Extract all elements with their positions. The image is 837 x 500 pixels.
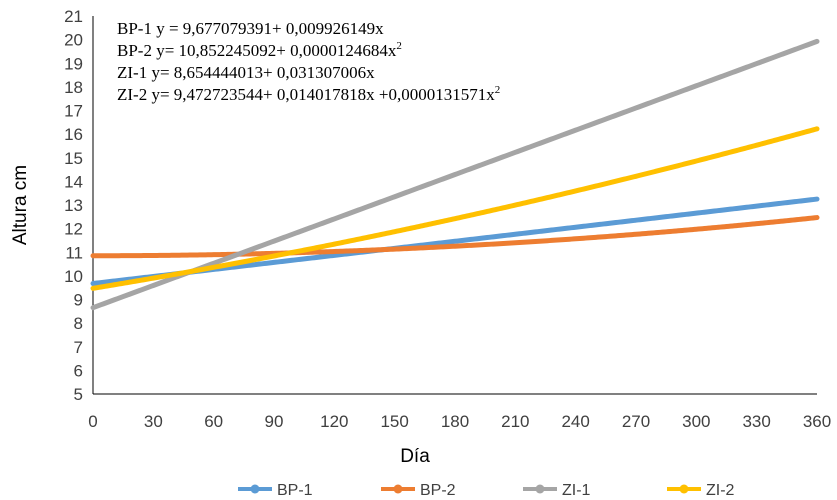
legend-item-zi-2: ZI-2 [667, 482, 735, 499]
y-tick-label: 15 [64, 149, 83, 168]
x-axis-title: Día [400, 446, 430, 467]
x-tick-label: 240 [561, 412, 589, 431]
x-tick-label: 60 [204, 412, 223, 431]
x-tick-label: 360 [803, 412, 831, 431]
legend-marker [393, 484, 403, 494]
equation-text: ZI-1 y= 8,654444013+ 0,031307006x [117, 63, 375, 82]
equation-text: BP-2 y= 10,852245092+ 0,0000124684x [117, 41, 397, 60]
x-tick-label: 180 [441, 412, 469, 431]
y-tick-label: 11 [65, 243, 83, 262]
y-tick-label: 6 [74, 361, 83, 380]
x-tick-label: 300 [682, 412, 710, 431]
equation-text: ZI-2 y= 9,472723544+ 0,014017818x +0,000… [117, 85, 495, 104]
y-tick-label: 13 [64, 196, 83, 215]
legend-item-zi-1: ZI-1 [523, 482, 591, 499]
series-line-zi-2 [90, 126, 820, 291]
x-tick-label: 0 [88, 412, 97, 431]
y-axis-title: Altura cm [10, 165, 31, 245]
equation-superscript: 2 [495, 84, 501, 96]
y-tick-label: 19 [64, 54, 83, 73]
y-tick-label: 17 [64, 102, 83, 121]
legend-item-bp-2: BP-2 [381, 482, 456, 499]
legend-marker [679, 484, 689, 494]
series-line-zi-1 [90, 38, 820, 311]
y-tick-label: 16 [64, 125, 83, 144]
y-tick-label: 8 [74, 314, 83, 333]
y-tick-label: 7 [74, 338, 83, 357]
y-tick-labels: 5 6 7 8 9 10 11 12 13 14 15 16 17 18 19 20 21 [64, 7, 83, 404]
legend-marker [250, 484, 260, 494]
equation-text: BP-1 y = 9,677079391+ 0,009926149x [117, 19, 384, 38]
y-tick-label: 21 [64, 7, 83, 26]
y-tick-label: 14 [64, 172, 83, 191]
y-tick-label: 18 [64, 78, 83, 97]
equation-line: BP-1 y = 9,677079391+ 0,009926149x [117, 19, 384, 38]
y-tick-label: 20 [64, 31, 83, 50]
y-tick-label: 9 [74, 291, 83, 310]
equation-line: ZI-2 y= 9,472723544+ 0,014017818x +0,000… [117, 84, 500, 104]
x-tick-label: 270 [622, 412, 650, 431]
x-tick-label: 150 [380, 412, 408, 431]
x-tick-label: 210 [501, 412, 529, 431]
x-tick-labels: 0 30 60 90 120 150 180 210 240 270 300 330 360 [88, 412, 831, 431]
x-tick-label: 120 [320, 412, 348, 431]
legend-label: BP-2 [420, 482, 456, 499]
x-tick-label: 330 [742, 412, 770, 431]
equation-line: BP-2 y= 10,852245092+ 0,0000124684x2 [117, 40, 402, 60]
y-tick-label: 12 [64, 220, 83, 239]
plot-area [92, 16, 817, 395]
series-line-bp-2 [90, 215, 820, 259]
legend-label: ZI-1 [562, 482, 591, 499]
equation-superscript: 2 [396, 40, 402, 52]
equation-annotations: BP-1 y = 9,677079391+ 0,009926149x BP-2 y… [117, 19, 500, 104]
y-tick-label: 5 [74, 385, 83, 404]
legend-marker [535, 484, 545, 494]
legend: BP-1 BP-2 ZI-1 ZI-2 [238, 482, 735, 499]
legend-label: ZI-2 [706, 482, 735, 499]
x-tick-label: 90 [265, 412, 284, 431]
x-tick-label: 30 [144, 412, 163, 431]
y-tick-label: 10 [64, 267, 83, 286]
legend-item-bp-1: BP-1 [238, 482, 313, 499]
equation-line: ZI-1 y= 8,654444013+ 0,031307006x [117, 63, 375, 82]
series-layer [90, 38, 820, 311]
legend-label: BP-1 [277, 482, 313, 499]
